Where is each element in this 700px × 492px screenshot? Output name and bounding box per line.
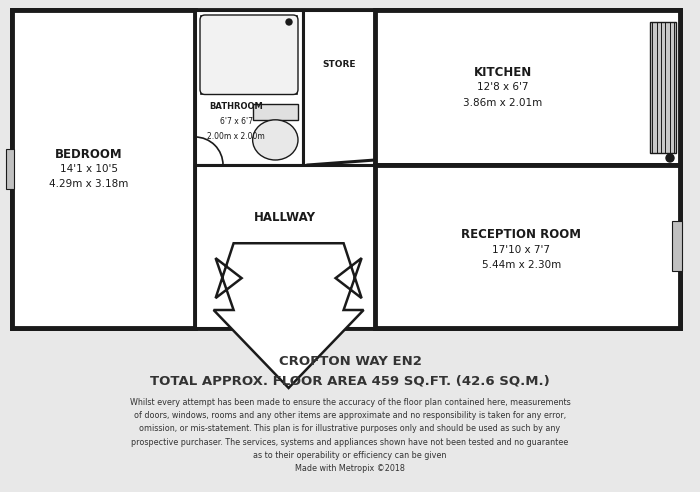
Bar: [12, 10, 680, 328]
FancyBboxPatch shape: [200, 15, 298, 94]
Text: TOTAL APPROX. FLOOR AREA 459 SQ.FT. (42.6 SQ.M.): TOTAL APPROX. FLOOR AREA 459 SQ.FT. (42.…: [150, 374, 550, 387]
Bar: [201, 16, 297, 93]
Bar: [375, 10, 680, 165]
Bar: [672, 221, 682, 271]
Text: Whilst every attempt has been made to ensure the accuracy of the floor plan cont: Whilst every attempt has been made to en…: [130, 398, 570, 473]
Text: BATHROOM: BATHROOM: [209, 102, 263, 111]
Ellipse shape: [253, 120, 298, 160]
Bar: [195, 165, 375, 328]
Text: 17'10 x 7'7: 17'10 x 7'7: [492, 245, 550, 255]
Text: BEDROOM: BEDROOM: [55, 148, 122, 160]
Text: STORE: STORE: [322, 60, 356, 69]
Bar: [195, 10, 303, 165]
Polygon shape: [214, 243, 363, 388]
Bar: [303, 10, 375, 165]
Text: 6'7 x 6'7: 6'7 x 6'7: [220, 117, 253, 126]
Text: HALLWAY: HALLWAY: [254, 211, 316, 224]
Bar: [12, 10, 195, 328]
Bar: [6, 149, 14, 189]
Text: 14'1 x 10'5: 14'1 x 10'5: [60, 164, 118, 174]
Text: 5.44m x 2.30m: 5.44m x 2.30m: [482, 260, 561, 270]
Text: 3.86m x 2.01m: 3.86m x 2.01m: [463, 97, 542, 107]
Bar: [650, 22, 676, 153]
Bar: [375, 165, 680, 328]
Text: 2.00m x 2.00m: 2.00m x 2.00m: [207, 132, 265, 141]
Bar: [253, 104, 298, 120]
Text: 4.29m x 3.18m: 4.29m x 3.18m: [49, 179, 129, 189]
Text: RECEPTION ROOM: RECEPTION ROOM: [461, 228, 582, 241]
Text: 12'8 x 6'7: 12'8 x 6'7: [477, 83, 529, 92]
Circle shape: [666, 154, 674, 162]
Text: CROFTON WAY EN2: CROFTON WAY EN2: [279, 355, 421, 368]
Circle shape: [286, 19, 292, 25]
Text: KITCHEN: KITCHEN: [474, 66, 532, 79]
